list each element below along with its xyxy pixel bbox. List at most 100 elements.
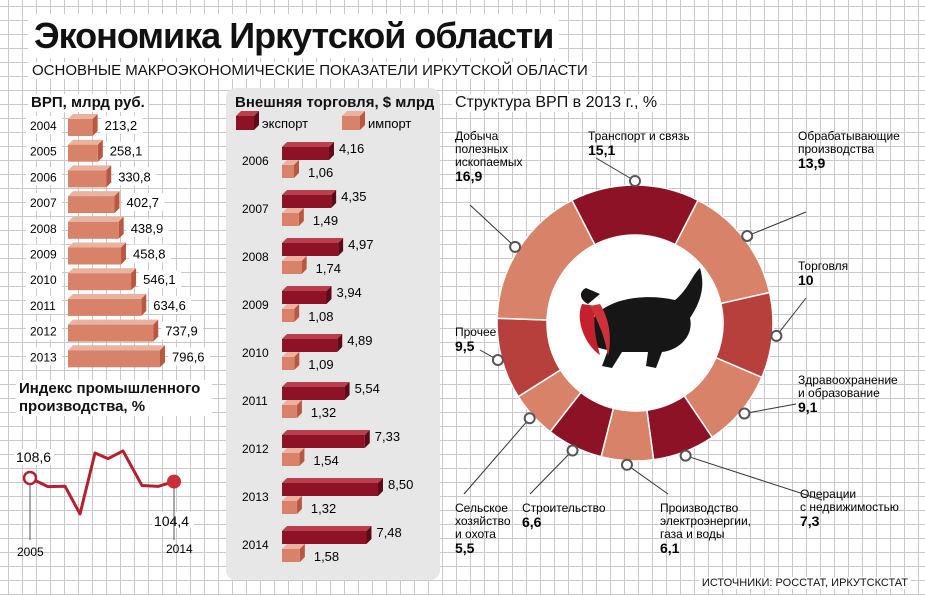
import-bar-front [282, 357, 295, 370]
import-bar-front [282, 501, 297, 514]
grp-bar [68, 242, 126, 265]
legend-export-swatch-front [236, 116, 254, 130]
grp-year-label: 2012 [30, 325, 57, 339]
import-bar-top [282, 448, 305, 453]
grp-value-label: 402,7 [127, 195, 160, 210]
structure-slice-value: 9,1 [798, 399, 818, 415]
grp-year-label: 2008 [30, 222, 57, 236]
export-bar-side [328, 142, 334, 160]
trade-year-label: 2014 [242, 538, 269, 552]
structure-leader-dot [509, 240, 522, 253]
grp-value-label: 796,6 [172, 349, 205, 364]
grp-value-label: 634,6 [153, 298, 186, 313]
trade-year-label: 2011 [242, 394, 268, 408]
index-start-bg [14, 449, 54, 465]
grp-year-bg [26, 270, 62, 289]
import-bar [282, 304, 300, 322]
grp-year-label: 2004 [30, 119, 57, 133]
grp-bar-top [68, 139, 103, 145]
legend-import-swatch-top [342, 111, 365, 116]
export-bar [282, 478, 383, 496]
import-bar [282, 448, 305, 466]
structure-slice-name: и охота [455, 527, 496, 541]
structure-slice-name: производства [798, 142, 874, 156]
export-value-label: 8,50 [388, 477, 413, 492]
source-note: ИСТОЧНИКИ: РОССТАТ, ИРКУТСКСТАТ [698, 577, 911, 589]
structure-slice-value: 15,1 [588, 142, 615, 158]
grp-year-bg [26, 116, 62, 134]
page-title: Экономика Иркутской области [28, 14, 560, 58]
structure-leader-dot [566, 444, 579, 457]
structure-leader-line [747, 211, 807, 237]
trade-year-label: 2010 [242, 346, 269, 360]
grp-year-bg [26, 347, 62, 366]
export-bar-side [366, 526, 372, 544]
grp-chart-title: ВРП, млрд руб. [28, 94, 148, 112]
export-bar-top [282, 190, 337, 195]
structure-slice-name: Добыча [455, 129, 499, 143]
import-bar-side [296, 496, 302, 514]
import-bar-side [293, 160, 299, 178]
export-bar-side [364, 430, 370, 448]
export-bar-side [326, 286, 332, 304]
grp-value-bg [161, 321, 204, 340]
import-bar-top [282, 304, 300, 309]
structure-slice-value: 5,5 [455, 540, 475, 556]
grp-bar [68, 268, 137, 291]
export-bar [282, 142, 334, 160]
index-start-label: 108,6 [16, 449, 51, 465]
grp-bar [68, 191, 120, 214]
structure-leader-dot [770, 329, 783, 342]
export-value-label: 4,35 [341, 189, 366, 204]
grp-value-bg [168, 347, 210, 366]
export-bar-side [338, 238, 344, 256]
import-bar-front [282, 549, 300, 562]
structure-leader-dot [738, 407, 751, 420]
grp-bar-side [160, 345, 165, 368]
grp-bar-side [118, 216, 124, 239]
grp-bar-front [68, 144, 98, 162]
grp-value-label: 458,8 [133, 247, 166, 262]
export-bar-front [282, 195, 332, 208]
structure-slice-name: полезных [455, 142, 508, 156]
legend-export-label: экспорт [262, 116, 308, 131]
structure-leader-line [685, 455, 823, 501]
trade-chart-title: Внешняя торговля, $ млрд [235, 94, 435, 111]
grp-year-label: 2009 [30, 248, 57, 262]
export-value-label: 4,16 [339, 141, 364, 156]
import-value-label: 1,32 [311, 501, 336, 516]
structure-leader-line [776, 297, 807, 337]
structure-slice-value: 6,6 [522, 514, 542, 530]
grp-bar-side [106, 165, 112, 188]
export-bar-front [282, 435, 365, 448]
grp-value-bg [128, 244, 171, 263]
structure-leader-line [595, 157, 636, 182]
export-bar [282, 238, 344, 256]
legend-import-swatch-side [360, 111, 365, 130]
import-bar-side [299, 544, 305, 562]
grp-value-bg [126, 218, 169, 237]
structure-slice-value: 13,9 [798, 155, 825, 171]
grp-year-bg [26, 244, 62, 263]
import-bar-side [294, 352, 300, 370]
structure-slice-value: 16,9 [455, 168, 482, 184]
import-value-label: 1,49 [313, 213, 338, 228]
import-value-label: 1,08 [308, 309, 333, 324]
trade-year-label: 2006 [242, 154, 269, 168]
import-bar-top [282, 352, 300, 357]
legend-import-label: импорт [368, 116, 411, 131]
legend-import-swatch [342, 111, 365, 130]
structure-chart-title: Структура ВРП в 2013 г., % [452, 94, 661, 112]
import-bar-front [282, 405, 297, 418]
export-bar-top [282, 286, 332, 291]
grp-value-bg [100, 116, 143, 134]
import-bar [282, 544, 305, 562]
export-bar-front [282, 291, 327, 304]
structure-slice-value: 6,1 [660, 540, 680, 556]
structure-slice-name: Торговля [798, 259, 848, 273]
import-bar-top [282, 256, 307, 261]
structure-leader-line [744, 403, 797, 415]
structure-slice-name: Здравоохранение [798, 373, 898, 387]
export-bar-top [282, 382, 350, 387]
grp-bar-top [68, 216, 124, 222]
